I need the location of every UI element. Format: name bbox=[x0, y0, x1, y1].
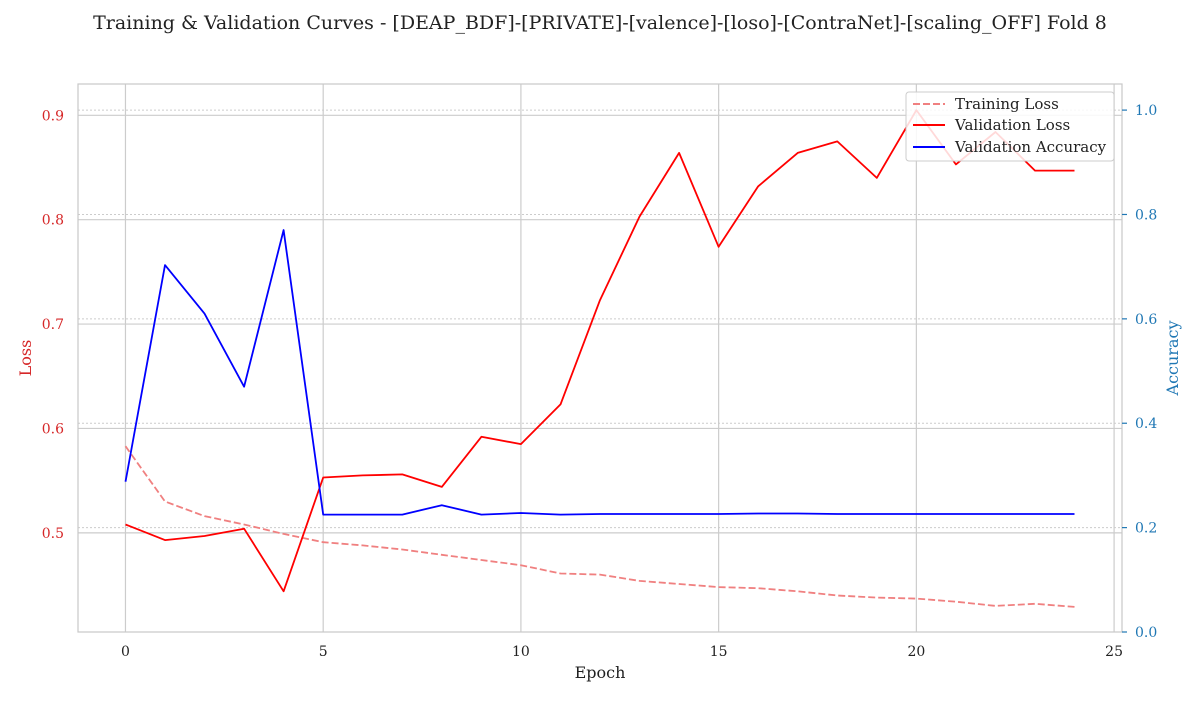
x-axis-label: Epoch bbox=[575, 663, 626, 682]
y-right-tick-label: 0.2 bbox=[1135, 521, 1157, 537]
y-left-tick-label: 0.7 bbox=[42, 317, 64, 333]
x-tick-label: 20 bbox=[907, 644, 925, 660]
y-right-tick-label: 1.0 bbox=[1135, 103, 1157, 119]
x-tick-label: 25 bbox=[1105, 644, 1123, 660]
series-line-training-loss bbox=[126, 446, 1075, 607]
legend: Training Loss Validation Loss Validation… bbox=[906, 92, 1114, 161]
x-tick-label: 15 bbox=[710, 644, 728, 660]
y-left-tick-label: 0.9 bbox=[42, 108, 64, 124]
x-tick-label: 10 bbox=[512, 644, 530, 660]
legend-label-validation-accuracy: Validation Accuracy bbox=[954, 138, 1107, 156]
series-line-validation-accuracy bbox=[126, 230, 1075, 514]
legend-label-training-loss: Training Loss bbox=[955, 95, 1059, 113]
x-tick-label: 5 bbox=[319, 644, 328, 660]
chart-title: Training & Validation Curves - [DEAP_BDF… bbox=[93, 12, 1107, 34]
y-right-tick-label: 0.4 bbox=[1135, 416, 1157, 432]
y-left-tick-label: 0.6 bbox=[42, 421, 64, 437]
y-axis-right-label: Accuracy bbox=[1163, 321, 1182, 397]
y-right-tick-label: 0.6 bbox=[1135, 312, 1157, 328]
plot-frame bbox=[78, 84, 1122, 632]
y-left-tick-label: 0.8 bbox=[42, 213, 64, 229]
grid-layer bbox=[78, 84, 1122, 632]
tick-layer: 0 5 10 15 20 25 0.5 0.6 0.7 0.8 0.9 0.0 0.2 0.4 0.6 0.8… bbox=[42, 103, 1158, 660]
y-right-tick-label: 0.0 bbox=[1135, 625, 1157, 641]
y-axis-left-label: Loss bbox=[16, 340, 35, 377]
x-tick-label: 0 bbox=[121, 644, 130, 660]
series-line-validation-loss bbox=[126, 110, 1075, 591]
y-right-tick-label: 0.8 bbox=[1135, 207, 1157, 223]
legend-label-validation-loss: Validation Loss bbox=[954, 116, 1070, 134]
y-left-tick-label: 0.5 bbox=[42, 526, 64, 542]
